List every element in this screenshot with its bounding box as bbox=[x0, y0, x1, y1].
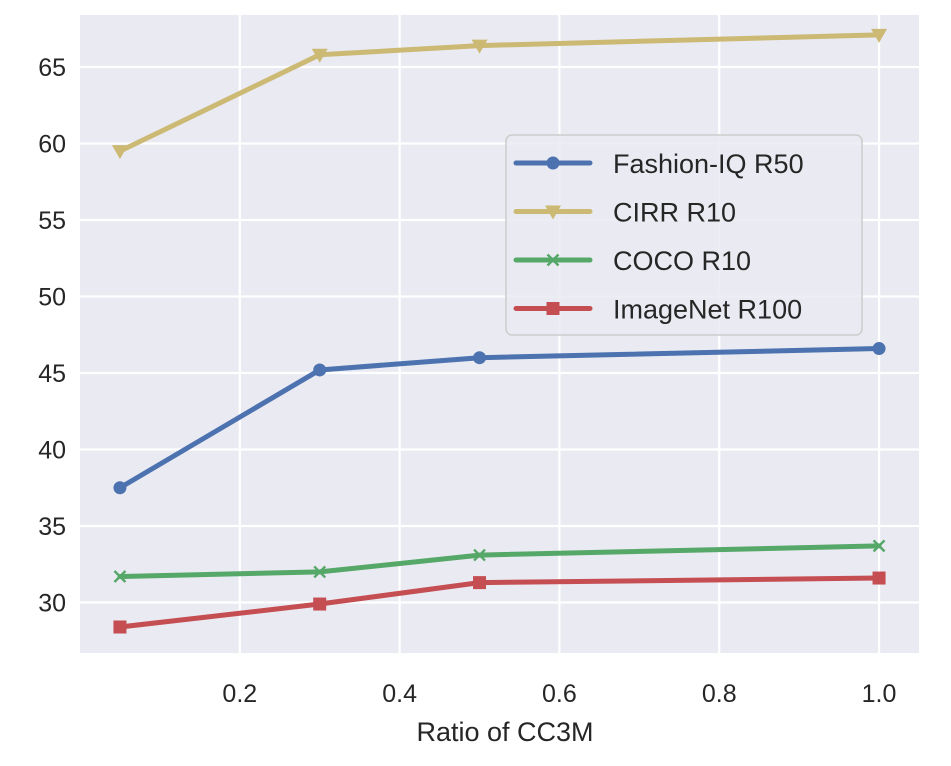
y-tick-label: 50 bbox=[38, 284, 66, 312]
series-line bbox=[117, 575, 882, 630]
series-coco-r10 bbox=[113, 539, 886, 583]
y-tick-label: 45 bbox=[38, 360, 66, 388]
x-tick-label: 1.0 bbox=[862, 680, 897, 708]
y-tick-label: 30 bbox=[38, 590, 66, 618]
legend-label: Fashion-IQ R50 bbox=[613, 149, 804, 179]
y-tick-label: 60 bbox=[38, 131, 66, 159]
data-point bbox=[473, 548, 486, 562]
legend-label: ImageNet R100 bbox=[613, 295, 802, 325]
x-tick-label: 0.8 bbox=[702, 680, 737, 708]
legend-marker bbox=[545, 205, 561, 220]
data-point bbox=[111, 145, 128, 160]
x-axis-label: Ratio of CC3M bbox=[416, 717, 593, 747]
legend-entry: ImageNet R100 bbox=[513, 295, 802, 325]
data-point bbox=[872, 571, 886, 585]
x-tick-label: 0.2 bbox=[222, 680, 257, 708]
y-tick-label: 40 bbox=[38, 437, 66, 465]
series-line bbox=[117, 32, 882, 154]
legend-box bbox=[505, 134, 863, 336]
series-imagenet-r100 bbox=[113, 571, 886, 634]
data-point bbox=[471, 39, 488, 54]
data-point bbox=[473, 351, 487, 365]
legend-marker bbox=[546, 156, 560, 170]
data-point bbox=[473, 576, 487, 590]
legend-entry: COCO R10 bbox=[513, 246, 751, 276]
y-tick-label: 55 bbox=[38, 207, 66, 235]
series-layer bbox=[111, 28, 888, 634]
data-point bbox=[872, 539, 886, 553]
y-tick-label: 65 bbox=[38, 54, 66, 82]
legend-marker bbox=[546, 302, 560, 315]
series-fashion-iq-r50 bbox=[113, 342, 886, 495]
x-tick-label: 0.6 bbox=[542, 680, 577, 708]
data-point bbox=[311, 48, 328, 63]
y-tick-label: 35 bbox=[38, 513, 66, 541]
data-point bbox=[872, 342, 886, 356]
data-point bbox=[313, 597, 327, 611]
data-point bbox=[113, 481, 127, 495]
legend-marker bbox=[546, 253, 560, 267]
data-point bbox=[113, 570, 127, 583]
data-point bbox=[113, 620, 127, 634]
legend: Fashion-IQ R50 CIRR R10 COCO R10 ImageNet R… bbox=[505, 134, 863, 336]
tick-labels: 0.2 0.4 0.6 0.8 1.0 30 35 40 45 50 55 60 65 bbox=[38, 54, 896, 708]
legend-entry: Fashion-IQ R50 bbox=[513, 149, 804, 179]
series-line bbox=[117, 346, 882, 491]
data-point bbox=[871, 28, 888, 43]
x-tick-label: 0.4 bbox=[382, 680, 417, 708]
series-cirr-r10 bbox=[111, 28, 888, 160]
legend-label: COCO R10 bbox=[613, 246, 751, 276]
series-line bbox=[117, 543, 882, 580]
legend-label: CIRR R10 bbox=[613, 198, 736, 228]
data-point bbox=[313, 363, 327, 377]
legend-entry: CIRR R10 bbox=[513, 198, 736, 228]
data-point bbox=[313, 565, 327, 579]
